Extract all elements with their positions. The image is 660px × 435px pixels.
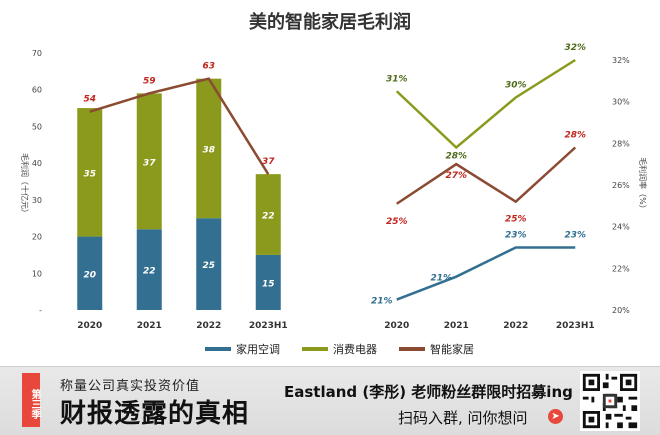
left-y-axis-label: 毛利润（十亿元） [20, 153, 30, 217]
margin-value-label: 28% [445, 152, 467, 162]
margin-value-label: 21% [430, 274, 452, 284]
margin-value-label: 23% [564, 231, 586, 241]
bar-value-label: 15 [262, 279, 275, 289]
arrow-right-icon[interactable]: ➤ [548, 409, 563, 424]
promo-footer: 第三季 称量公司真实投资价值 财报透露的真相 Eastland (李彤) 老师粉… [0, 366, 660, 435]
legend-swatch-smart-home [399, 347, 425, 351]
total-value-label: 54 [83, 95, 96, 105]
scan-text: 扫码入群, 问你想问 [398, 409, 528, 427]
recruit-text: Eastland (李彤) 老师粉丝群限时招募ing [284, 383, 573, 401]
chart-title: 美的智能家居毛利润 [249, 12, 411, 33]
bar-hvac [255, 254, 281, 310]
right-x-tick-label: 2020 [384, 321, 409, 331]
legend-swatch-hvac [205, 347, 231, 351]
left-y-tick-label: 60 [32, 86, 42, 95]
total-value-label: 59 [143, 76, 156, 86]
left-y-tick-label: 40 [32, 159, 42, 168]
left-x-tick-label: 2022 [196, 321, 221, 331]
series-subtitle: 称量公司真实投资价值 [60, 379, 201, 394]
right-y-tick-label: 26% [612, 181, 630, 190]
line-margin-smart-home [396, 146, 577, 205]
bar-hvac [77, 236, 103, 310]
margin-value-label: 31% [386, 74, 408, 84]
series-title: 财报透露的真相 [60, 399, 250, 429]
bar-value-label: 25 [202, 261, 215, 271]
bar-value-label: 35 [83, 169, 96, 179]
right-x-tick-label: 2021 [444, 321, 469, 331]
left-y-tick-label: - [39, 306, 42, 315]
qr-code-icon[interactable] [580, 371, 640, 431]
right-y-tick-label: 28% [612, 139, 630, 148]
bar-consumer [196, 78, 222, 219]
left-y-tick-label: 20 [32, 233, 42, 242]
legend-label-hvac: 家用空调 [236, 343, 280, 356]
margin-value-label: 27% [445, 171, 467, 181]
left-x-tick-label: 2021 [137, 321, 162, 331]
bar-value-label: 22 [143, 267, 156, 277]
right-x-tick-label: 2023H1 [556, 321, 595, 331]
chart-area: - 10 20 30 40 50 60 70 毛利润（十亿元） 20 35 2020 22 37 2021 2… [20, 12, 648, 357]
total-value-label: 63 [202, 62, 215, 72]
right-y-tick-label: 32% [612, 56, 630, 65]
margin-value-label: 32% [564, 43, 586, 53]
legend-label-consumer: 消费电器 [333, 343, 377, 356]
right-y-tick-label: 22% [612, 264, 630, 273]
right-x-tick-label: 2022 [503, 321, 528, 331]
left-x-tick-label: 2023H1 [249, 321, 288, 331]
left-y-tick-label: 30 [32, 196, 42, 205]
legend-swatch-consumer [302, 347, 328, 351]
bar-value-label: 22 [262, 212, 275, 222]
bar-hvac [136, 229, 162, 310]
margin-value-label: 25% [505, 215, 527, 225]
left-y-tick-label: 10 [32, 269, 42, 278]
left-y-tick-label: 70 [32, 49, 42, 58]
bar-value-label: 20 [83, 270, 96, 280]
legend-item-hvac: 家用空调 [205, 341, 280, 357]
legend-item-consumer: 消费电器 [302, 341, 377, 357]
margin-value-label: 28% [564, 131, 586, 141]
legend-label-smart-home: 智能家居 [430, 343, 474, 356]
bar-hvac [196, 218, 222, 310]
margin-value-label: 30% [505, 81, 527, 91]
total-value-label: 37 [262, 157, 275, 167]
margin-value-label: 23% [505, 231, 527, 241]
right-y-tick-label: 24% [612, 223, 630, 232]
right-y-tick-label: 30% [612, 98, 630, 107]
legend-item-smart-home: 智能家居 [399, 341, 474, 357]
bar-consumer [77, 108, 103, 237]
margin-value-label: 25% [386, 217, 408, 227]
margin-value-label: 21% [371, 297, 393, 307]
chart-svg: - 10 20 30 40 50 60 70 毛利润（十亿元） 20 35 2020 22 37 2021 2… [20, 43, 648, 331]
season-badge: 第三季 [22, 373, 40, 427]
bar-value-label: 37 [143, 158, 156, 168]
left-y-tick-label: 50 [32, 122, 42, 131]
line-smart-home-total [89, 77, 270, 175]
line-margin-hvac [396, 246, 576, 301]
left-x-tick-label: 2020 [77, 321, 102, 331]
bar-consumer [255, 174, 281, 255]
right-y-tick-label: 20% [612, 306, 630, 315]
legend: 家用空调 消费电器 智能家居 [205, 341, 474, 357]
line-margin-consumer [395, 58, 576, 150]
right-y-axis-label: 毛利润率（%） [638, 157, 648, 213]
bar-consumer [136, 93, 162, 230]
bar-value-label: 38 [202, 145, 215, 155]
